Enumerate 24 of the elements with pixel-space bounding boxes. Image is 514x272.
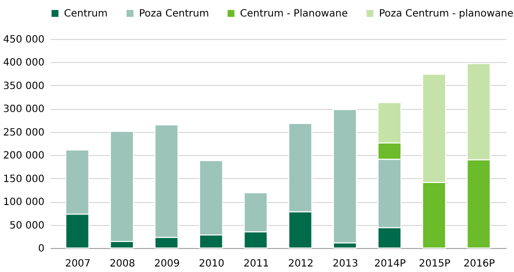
- y-tick-label: 0: [38, 244, 44, 254]
- y-tick-label: 50 000: [10, 220, 44, 232]
- legend-label: Poza Centrum - planowane: [379, 8, 514, 20]
- legend-label: Centrum - Planowane: [240, 8, 348, 20]
- y-tick-label: 300 000: [3, 104, 44, 116]
- y-tick-label: 450 000: [3, 34, 44, 46]
- legend-label: Centrum: [64, 8, 108, 20]
- y-tick-label: 400 000: [3, 58, 44, 69]
- legend-label: Poza Centrum: [139, 8, 209, 20]
- x-tick-label: 2012: [288, 258, 314, 270]
- x-tick-label: 2010: [198, 258, 224, 270]
- x-tick-label: 2008: [110, 258, 136, 270]
- y-tick-label: 200 000: [3, 150, 44, 162]
- x-tick-label: 2016P: [463, 258, 495, 270]
- x-tick-label: 2007: [65, 258, 91, 270]
- x-tick-label: 2015P: [418, 258, 450, 270]
- y-tick-label: 250 000: [3, 127, 44, 138]
- y-tick-label: 100 000: [3, 197, 44, 208]
- x-tick-label: 2009: [154, 258, 180, 270]
- y-tick-label: 150 000: [3, 174, 44, 185]
- y-tick-label: 350 000: [3, 80, 44, 92]
- x-tick-label: 2011: [243, 258, 269, 270]
- x-tick-label: 2013: [332, 258, 358, 270]
- x-tick-label: 2014P: [374, 258, 406, 270]
